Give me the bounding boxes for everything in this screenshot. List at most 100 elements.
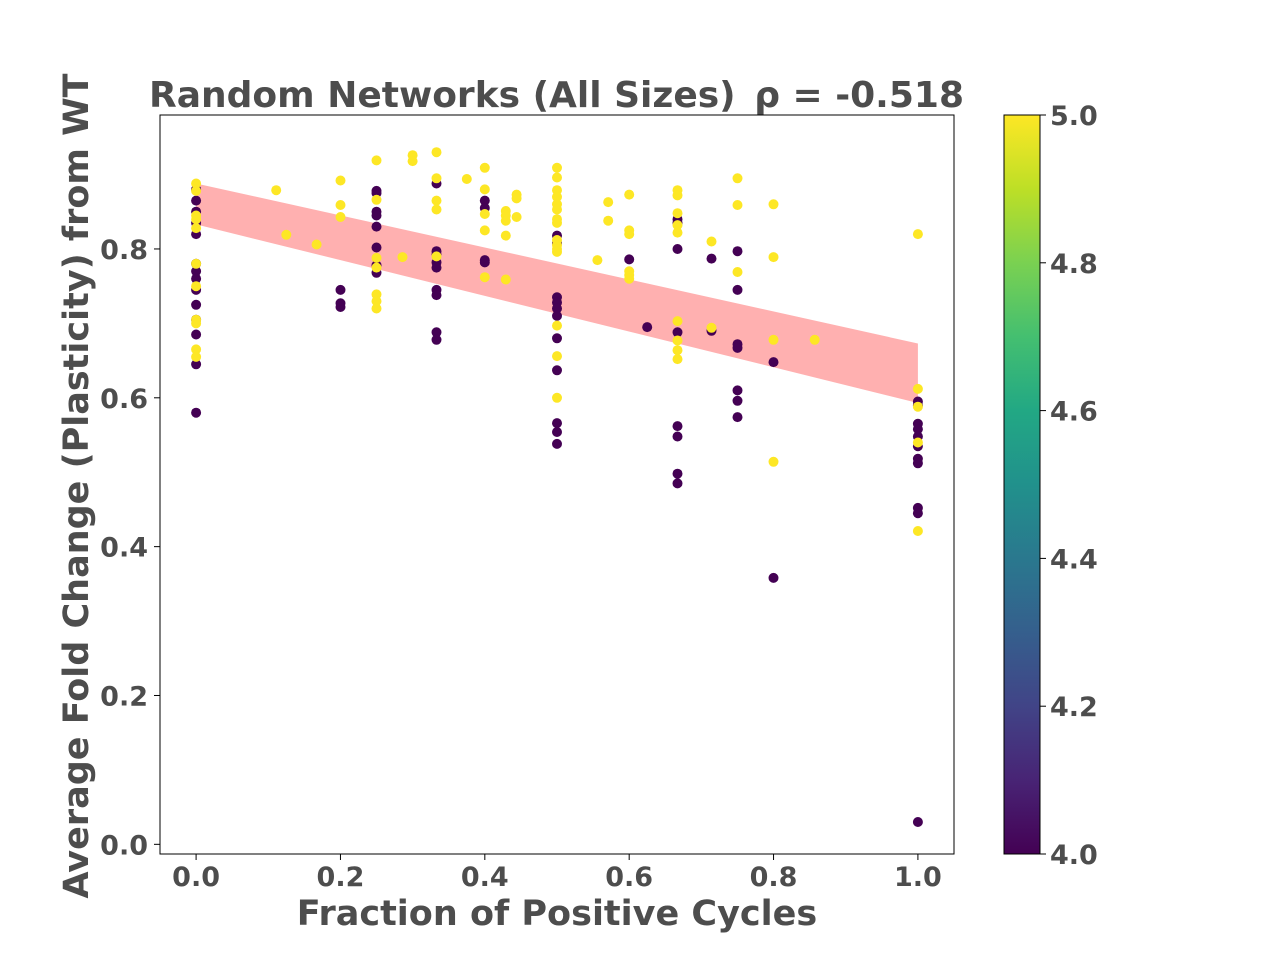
data-point xyxy=(706,322,717,333)
data-point xyxy=(191,351,202,362)
data-point xyxy=(624,189,635,200)
data-point xyxy=(732,173,743,184)
data-point xyxy=(642,322,653,333)
colorbar-tick-label: 4.4 xyxy=(1050,544,1098,575)
data-point xyxy=(732,342,743,353)
data-point xyxy=(371,252,382,263)
data-point xyxy=(768,334,779,345)
chart-title: Random Networks (All Sizes) xyxy=(149,75,736,116)
x-axis-label: Fraction of Positive Cycles xyxy=(297,894,817,934)
data-point xyxy=(552,310,562,321)
data-point xyxy=(672,316,683,327)
data-point xyxy=(431,204,442,215)
data-point xyxy=(624,273,635,284)
data-point xyxy=(191,258,202,269)
data-point xyxy=(552,217,562,228)
data-point xyxy=(809,334,820,345)
data-point xyxy=(732,200,743,210)
data-point xyxy=(552,172,562,183)
data-point xyxy=(912,229,923,240)
data-point xyxy=(500,230,511,241)
data-point xyxy=(912,508,923,519)
data-point xyxy=(479,272,490,283)
data-point xyxy=(335,175,346,186)
x-tick-label: 1.0 xyxy=(894,862,942,893)
data-point xyxy=(431,251,442,262)
data-point xyxy=(732,246,743,257)
data-point xyxy=(371,221,382,232)
colorbar-tick-label: 4.6 xyxy=(1050,397,1098,428)
data-point xyxy=(672,345,683,356)
data-point xyxy=(479,257,490,268)
data-point xyxy=(912,437,923,448)
data-point xyxy=(768,357,779,368)
data-point xyxy=(552,333,562,344)
y-ticks: 0.0 0.2 0.4 0.6 0.8 xyxy=(100,235,160,861)
data-point xyxy=(500,215,511,226)
data-point xyxy=(371,155,382,166)
colorbar-ticks: 4.0 4.2 4.4 4.6 4.8 5.0 xyxy=(1040,101,1098,871)
data-point xyxy=(912,458,923,469)
data-point xyxy=(672,354,683,365)
data-point xyxy=(431,147,442,158)
data-point xyxy=(624,254,635,265)
data-point xyxy=(706,236,717,247)
data-point xyxy=(912,383,923,394)
data-point xyxy=(191,185,202,196)
data-point xyxy=(912,424,923,435)
y-tick-label: 0.2 xyxy=(100,681,148,712)
data-point xyxy=(511,212,522,222)
data-point xyxy=(912,526,923,536)
data-point xyxy=(603,197,614,208)
data-point xyxy=(552,204,562,215)
data-point xyxy=(706,253,717,264)
x-ticks: 0.0 0.2 0.4 0.6 0.8 1.0 xyxy=(172,854,942,893)
data-point xyxy=(461,174,472,184)
colorbar-tick-label: 4.0 xyxy=(1050,840,1098,871)
data-point xyxy=(191,329,202,340)
data-point xyxy=(371,296,382,307)
data-point xyxy=(191,299,202,310)
data-point xyxy=(511,193,522,204)
y-tick-label: 0.0 xyxy=(100,830,148,861)
data-point xyxy=(592,255,603,266)
y-axis-label: Average Fold Change (Plasticity) from WT xyxy=(57,73,97,898)
y-tick-label: 0.4 xyxy=(100,533,148,564)
data-point xyxy=(335,302,346,312)
data-point xyxy=(552,191,562,202)
data-point xyxy=(191,266,202,277)
data-point xyxy=(371,262,382,273)
data-point xyxy=(281,229,292,240)
data-point xyxy=(552,162,562,173)
data-point xyxy=(672,468,683,479)
points-layer xyxy=(191,147,923,827)
y-tick-label: 0.8 xyxy=(100,235,148,266)
data-point xyxy=(552,320,562,331)
data-point xyxy=(672,220,683,231)
colorbar-tick-label: 4.8 xyxy=(1050,249,1098,280)
data-point xyxy=(672,227,683,238)
data-point xyxy=(768,252,779,263)
data-point xyxy=(768,456,779,467)
data-point xyxy=(431,262,442,273)
x-tick-label: 0.2 xyxy=(317,862,365,893)
colorbar-tick-label: 5.0 xyxy=(1050,101,1098,132)
data-point xyxy=(371,242,382,253)
x-tick-label: 0.6 xyxy=(605,862,653,893)
data-point xyxy=(672,335,683,346)
data-point xyxy=(335,284,346,295)
data-point xyxy=(479,162,490,173)
data-point xyxy=(271,185,282,196)
data-point xyxy=(311,239,322,250)
data-point xyxy=(431,334,442,345)
data-point xyxy=(431,290,442,301)
colorbar xyxy=(1003,114,1041,855)
x-tick-label: 0.8 xyxy=(750,862,798,893)
colorbar-tick-label: 4.2 xyxy=(1050,692,1098,723)
data-point xyxy=(479,225,490,236)
data-point xyxy=(191,407,202,418)
data-point xyxy=(552,351,562,362)
data-point xyxy=(431,195,442,206)
